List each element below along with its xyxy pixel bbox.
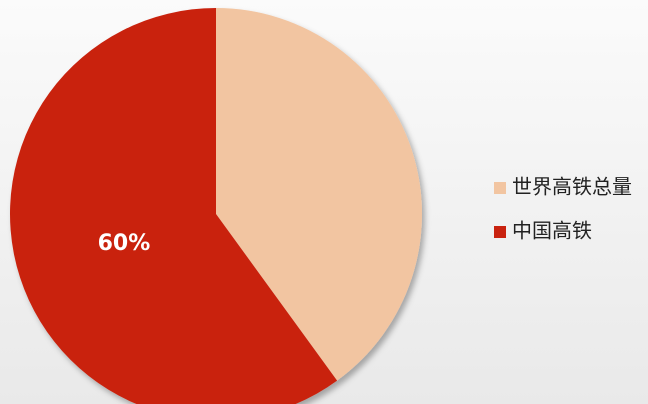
legend-label: 中国高铁 <box>512 219 592 243</box>
pie-slice <box>216 8 423 381</box>
data-label: 60% <box>98 231 151 256</box>
legend-swatch <box>494 182 506 194</box>
legend-swatch <box>494 226 506 238</box>
pie <box>10 8 423 404</box>
legend-label: 世界高铁总量 <box>512 175 632 199</box>
pie-slice <box>10 8 338 404</box>
